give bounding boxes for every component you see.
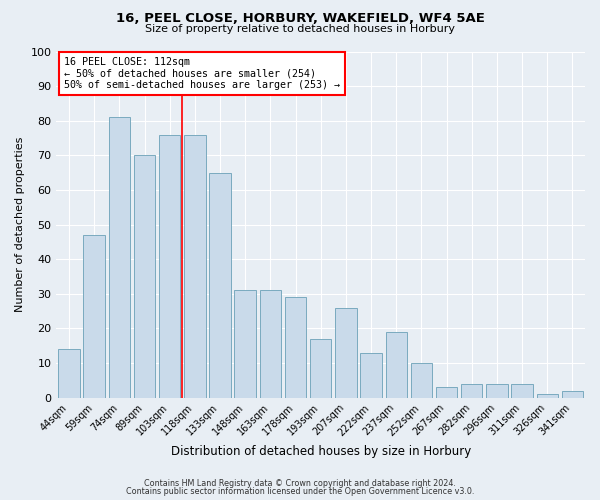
Bar (260, 290, 281, 398)
Bar (83, 235, 105, 398)
X-axis label: Distribution of detached houses by size in Horbury: Distribution of detached houses by size … (170, 444, 471, 458)
Bar (209, 172, 231, 398)
Bar (310, 339, 331, 398)
Bar (386, 332, 407, 398)
Bar (461, 384, 482, 398)
Bar (436, 388, 457, 398)
Text: 16, PEEL CLOSE, HORBURY, WAKEFIELD, WF4 5AE: 16, PEEL CLOSE, HORBURY, WAKEFIELD, WF4 … (116, 12, 484, 26)
Text: Size of property relative to detached houses in Horbury: Size of property relative to detached ho… (145, 24, 455, 34)
Bar (184, 134, 206, 398)
Bar (536, 394, 558, 398)
Y-axis label: Number of detached properties: Number of detached properties (15, 137, 25, 312)
Text: Contains public sector information licensed under the Open Government Licence v3: Contains public sector information licen… (126, 487, 474, 496)
Bar (486, 384, 508, 398)
Bar (285, 298, 306, 398)
Text: 16 PEEL CLOSE: 112sqm
← 50% of detached houses are smaller (254)
50% of semi-det: 16 PEEL CLOSE: 112sqm ← 50% of detached … (64, 56, 340, 90)
Bar (410, 363, 432, 398)
Bar (562, 391, 583, 398)
Bar (134, 156, 155, 398)
Bar (361, 352, 382, 398)
Bar (335, 308, 356, 398)
Bar (235, 290, 256, 398)
Bar (511, 384, 533, 398)
Bar (109, 118, 130, 398)
Bar (58, 349, 80, 398)
Text: Contains HM Land Registry data © Crown copyright and database right 2024.: Contains HM Land Registry data © Crown c… (144, 478, 456, 488)
Bar (159, 134, 181, 398)
